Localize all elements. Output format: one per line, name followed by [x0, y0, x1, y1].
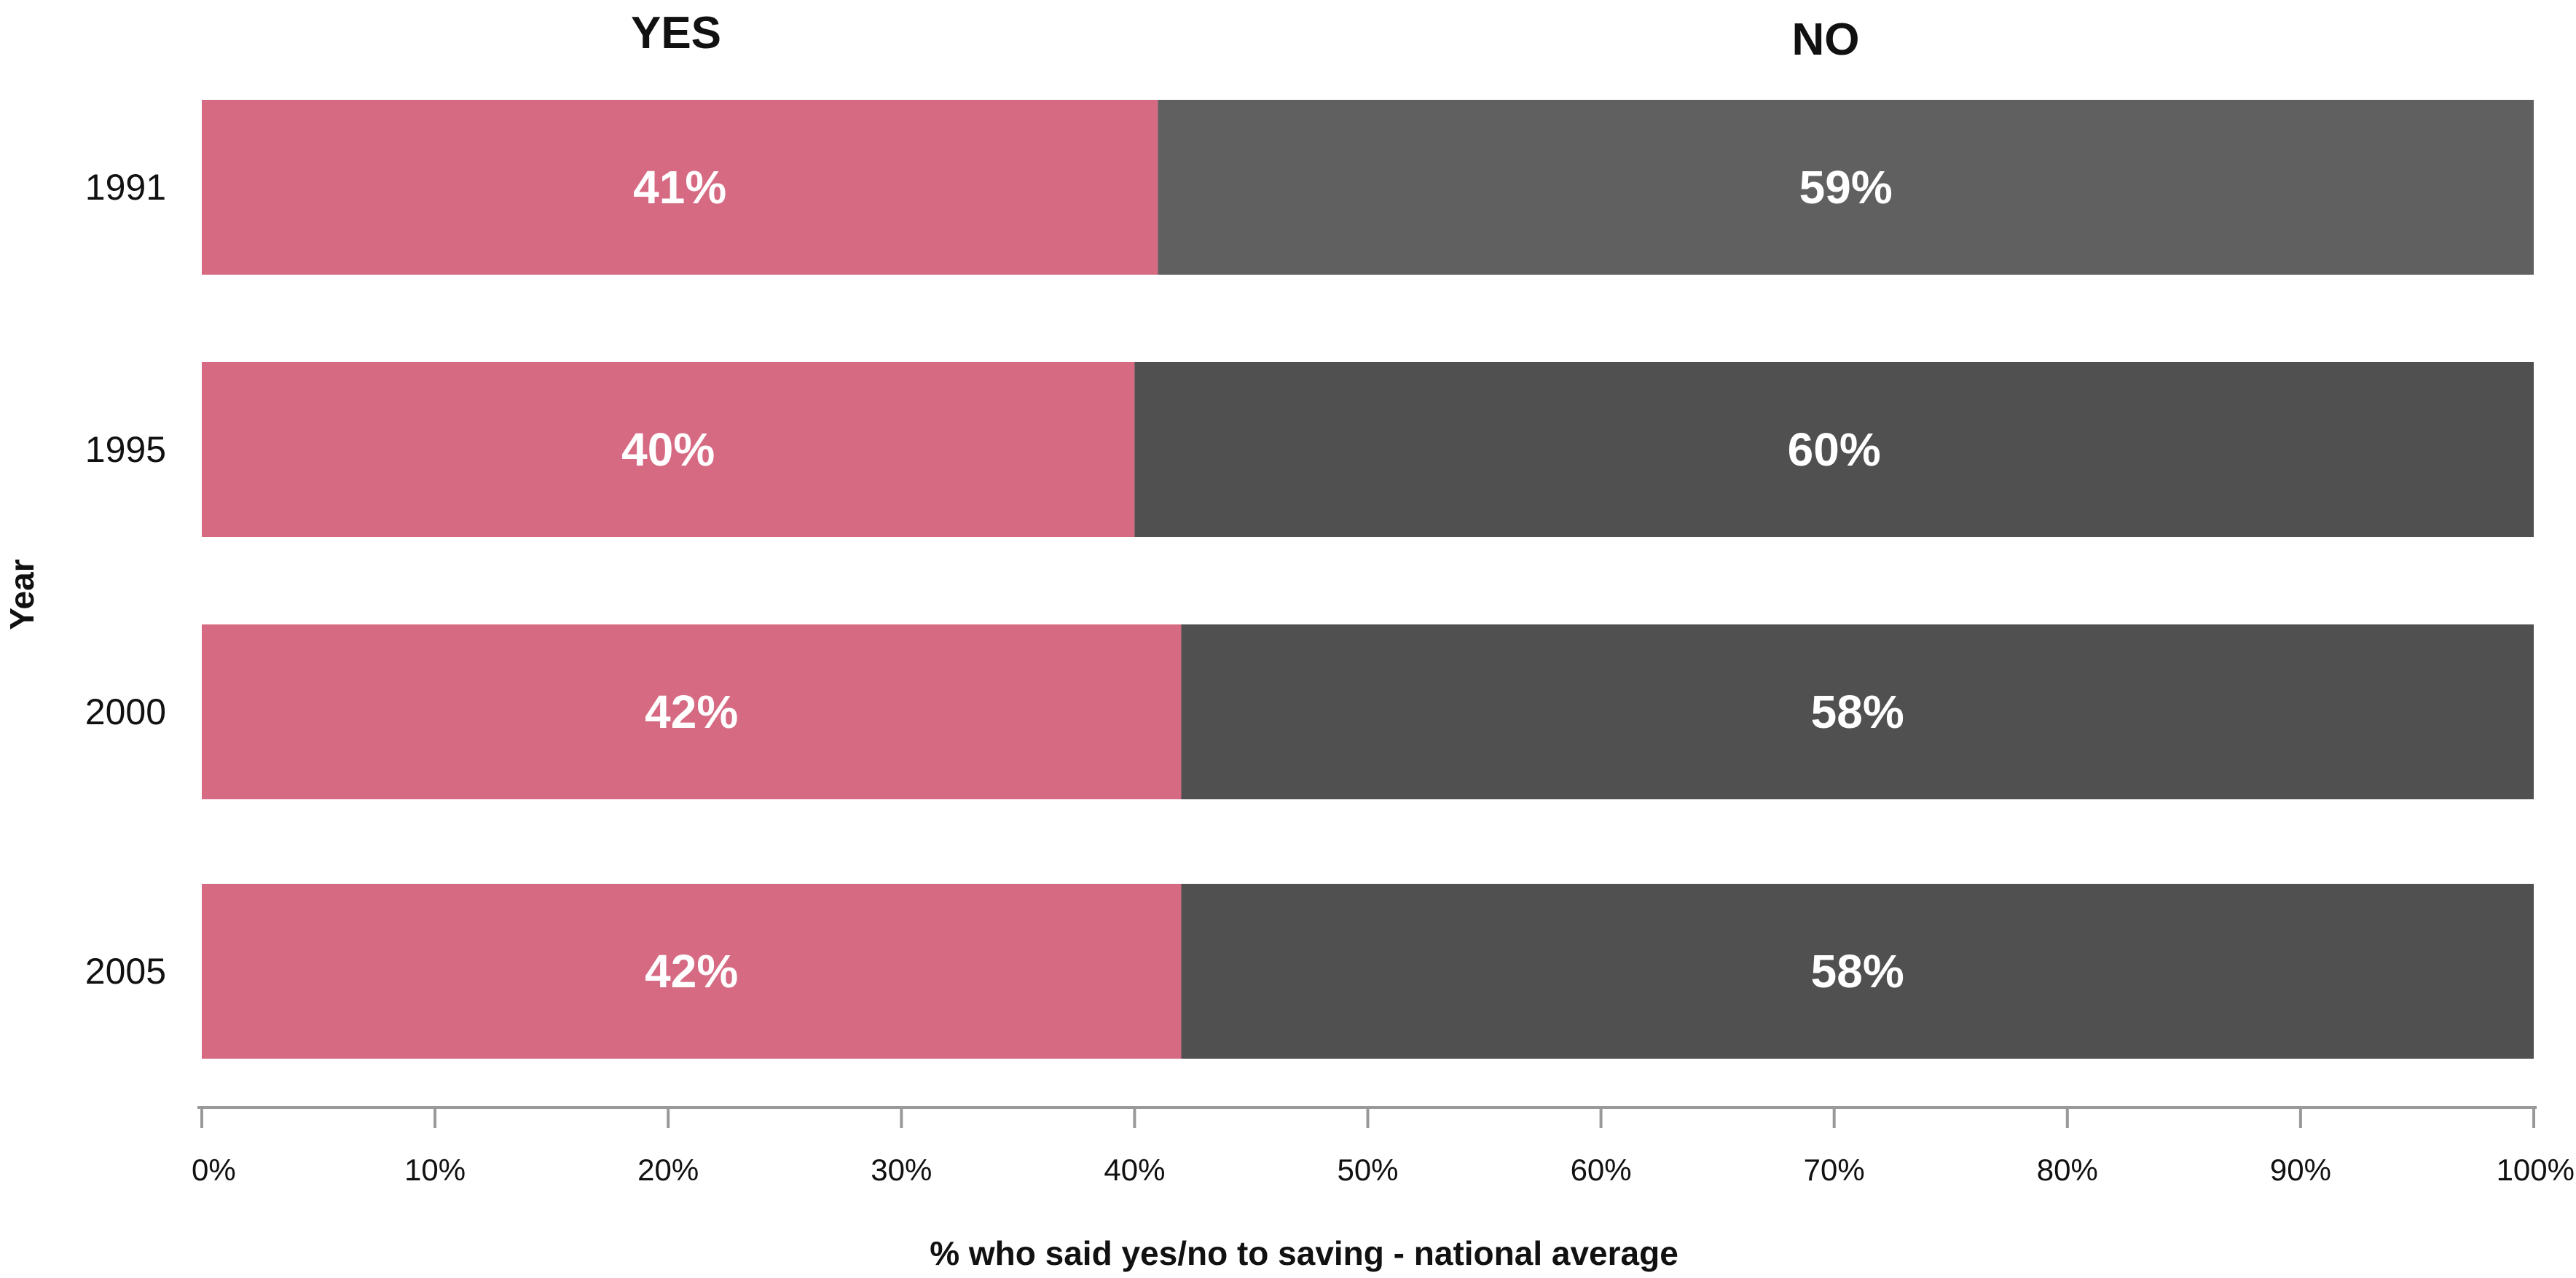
- x-tick-label-2: 20%: [637, 1153, 699, 1187]
- x-tick-label-10: 100%: [2497, 1153, 2575, 1187]
- bar-label-no-1991: 59%: [1799, 161, 1893, 213]
- column-header-no: NO: [1792, 15, 1860, 65]
- bar-yes-1991: [202, 100, 1158, 275]
- bar-yes-1995: [202, 362, 1135, 537]
- y-axis-title: Year: [3, 559, 41, 630]
- bar-labels-group: 41% 59% 40% 60% 42% 58% 42% 58%: [621, 161, 1904, 997]
- bar-no-2000: [1181, 624, 2534, 799]
- column-header-yes: YES: [631, 8, 721, 58]
- bar-no-1995: [1134, 362, 2534, 537]
- x-tick-label-8: 80%: [2037, 1153, 2098, 1187]
- year-label-1991: 1991: [85, 167, 166, 208]
- year-label-2005: 2005: [85, 951, 166, 992]
- x-tick-label-4: 40%: [1104, 1153, 1165, 1187]
- bar-label-no-2005: 58%: [1811, 945, 1904, 997]
- bar-no-2005: [1181, 884, 2534, 1059]
- x-tick-label-6: 60%: [1571, 1153, 1632, 1187]
- bar-label-no-2000: 58%: [1811, 686, 1904, 738]
- year-labels-group: 1991 1995 2000 2005: [85, 167, 166, 992]
- x-axis-title: % who said yes/no to saving - national a…: [930, 1234, 1678, 1272]
- bar-yes-2005: [202, 884, 1182, 1059]
- x-tick-label-5: 50%: [1337, 1153, 1398, 1187]
- bar-label-no-1995: 60%: [1788, 423, 1881, 476]
- year-label-1995: 1995: [85, 429, 166, 470]
- x-tick-label-7: 70%: [1804, 1153, 1865, 1187]
- column-headers: YES NO: [631, 8, 1860, 65]
- bar-no-1991: [1158, 100, 2534, 275]
- bar-label-yes-1995: 40%: [621, 423, 715, 476]
- bars-group: [202, 100, 2534, 1059]
- x-tick-label-3: 30%: [871, 1153, 932, 1187]
- year-label-2000: 2000: [85, 691, 166, 732]
- x-axis: 0% 10% 20% 30% 40% 50% 60% 70% 80% 90% 100%: [192, 1106, 2575, 1187]
- bar-label-yes-2000: 42%: [645, 686, 738, 738]
- bar-label-yes-1991: 41%: [633, 161, 726, 213]
- bar-label-yes-2005: 42%: [645, 945, 738, 997]
- x-tick-label-0: 0%: [192, 1153, 236, 1187]
- bar-yes-2000: [202, 624, 1182, 799]
- axis-titles: % who said yes/no to saving - national a…: [3, 559, 1678, 1272]
- x-tick-label-1: 10%: [404, 1153, 466, 1187]
- x-tick-label-9: 90%: [2270, 1153, 2331, 1187]
